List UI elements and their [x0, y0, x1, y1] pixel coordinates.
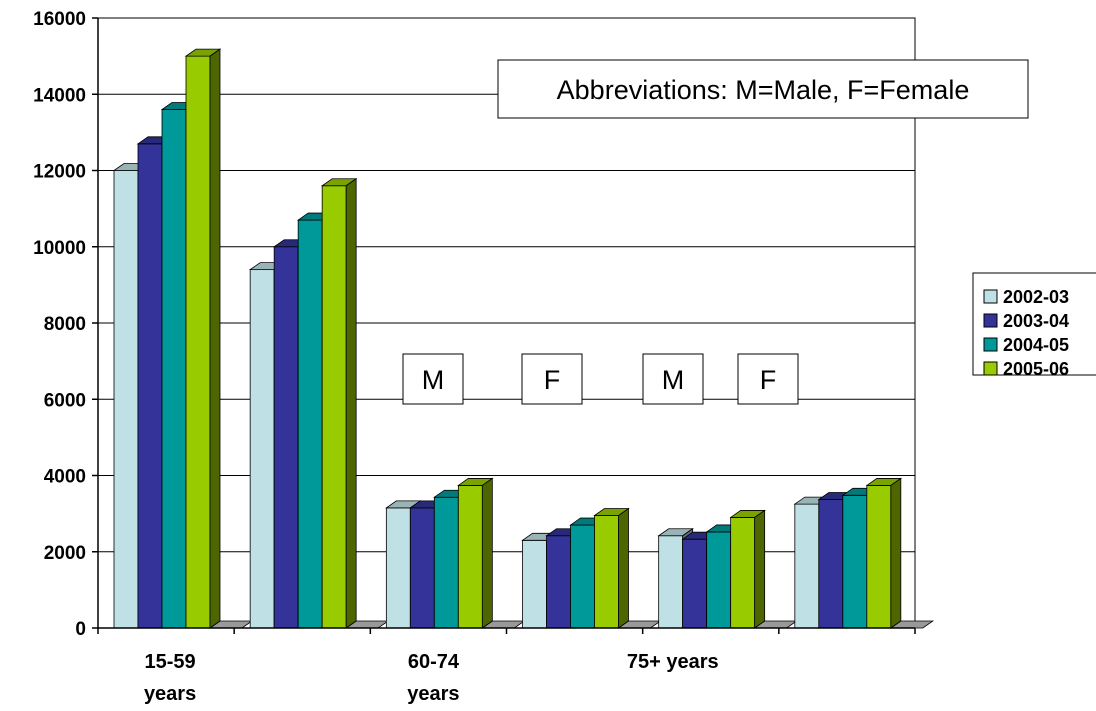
bar-front	[546, 535, 571, 629]
bar-side	[754, 509, 766, 629]
x-category-label: 75+ years	[627, 651, 719, 673]
bar	[729, 509, 766, 629]
legend-label: 2005-06	[1003, 359, 1069, 379]
bar-front	[682, 538, 708, 629]
bar-front	[113, 170, 139, 629]
bar-front	[658, 535, 684, 629]
bar-side	[481, 477, 493, 629]
bar-front	[185, 55, 211, 629]
legend-swatch	[983, 337, 998, 352]
y-tick-label: 14000	[33, 85, 86, 106]
gender-marker-text: M	[422, 365, 445, 395]
bar-front	[866, 485, 892, 629]
bar-side	[345, 177, 357, 629]
bar-front	[818, 499, 844, 629]
bar-front	[297, 219, 323, 629]
bar-front	[842, 494, 868, 629]
bar-front	[570, 524, 595, 629]
bar-front	[594, 515, 619, 629]
y-tick-label: 0	[75, 619, 86, 640]
bar-front	[385, 507, 411, 629]
y-tick-label: 2000	[44, 543, 86, 564]
gender-marker-text: M	[662, 365, 685, 395]
gender-marker-text: F	[544, 365, 561, 395]
legend: 2002-03 2003-04 2004-05 2005-06	[972, 272, 1096, 379]
gender-marker-m1: M	[402, 353, 464, 405]
bar-front	[794, 503, 820, 629]
gender-marker-f1: F	[521, 353, 583, 405]
gender-marker-m2: M	[642, 353, 704, 405]
y-tick-label: 12000	[33, 162, 86, 183]
x-category-label: 60-74	[408, 651, 460, 673]
axes	[92, 17, 916, 634]
bar-front	[522, 539, 547, 629]
legend-swatch	[983, 313, 998, 328]
bar-side	[209, 48, 221, 629]
bar-front	[457, 485, 483, 629]
x-category-label: years	[407, 683, 459, 705]
bar-side	[618, 507, 629, 629]
bars	[112, 48, 903, 629]
x-category-labels: 15-59 years 60-74 years 75+ years	[144, 651, 719, 705]
x-category-label: years	[144, 683, 196, 705]
bar	[865, 477, 903, 629]
legend-item-2004-05: 2004-05	[983, 335, 1069, 355]
bar-side	[890, 477, 902, 629]
bar-front	[249, 269, 275, 629]
bar-front	[321, 185, 347, 629]
y-tick-labels: 0 2000 4000 6000 8000 10000 12000 14000 16000	[33, 9, 86, 640]
bar-front	[137, 143, 163, 629]
legend-item-2003-04: 2003-04	[983, 311, 1069, 331]
bar	[184, 48, 222, 629]
gender-marker-text: F	[760, 365, 777, 395]
legend-item-2002-03: 2002-03	[983, 287, 1069, 307]
y-tick-label: 6000	[44, 390, 86, 411]
legend-item-2005-06: 2005-06	[983, 359, 1069, 379]
bar-front	[433, 496, 459, 629]
y-tick-label: 8000	[44, 314, 86, 335]
abbreviation-text: Abbreviations: M=Male, F=Female	[557, 75, 970, 105]
gender-marker-f2: F	[737, 353, 799, 405]
bar	[457, 477, 494, 629]
legend-label: 2003-04	[1003, 311, 1069, 331]
y-tick-label: 10000	[33, 238, 86, 259]
legend-label: 2002-03	[1003, 287, 1069, 307]
bar	[593, 507, 630, 629]
bar	[320, 177, 358, 629]
legend-label: 2004-05	[1003, 335, 1069, 355]
bar-front	[730, 517, 756, 629]
bar-front	[161, 109, 187, 629]
bar-front	[273, 246, 299, 629]
bar-front	[706, 531, 732, 629]
abbreviation-note: Abbreviations: M=Male, F=Female	[497, 59, 1029, 119]
x-category-label: 15-59	[145, 651, 196, 673]
bar-front	[409, 507, 435, 629]
chart-floor	[208, 620, 935, 629]
grid-lines	[97, 17, 916, 629]
y-tick-label: 16000	[33, 9, 86, 30]
legend-swatch	[983, 361, 998, 376]
y-tick-label: 4000	[44, 467, 86, 488]
legend-swatch	[983, 289, 998, 304]
